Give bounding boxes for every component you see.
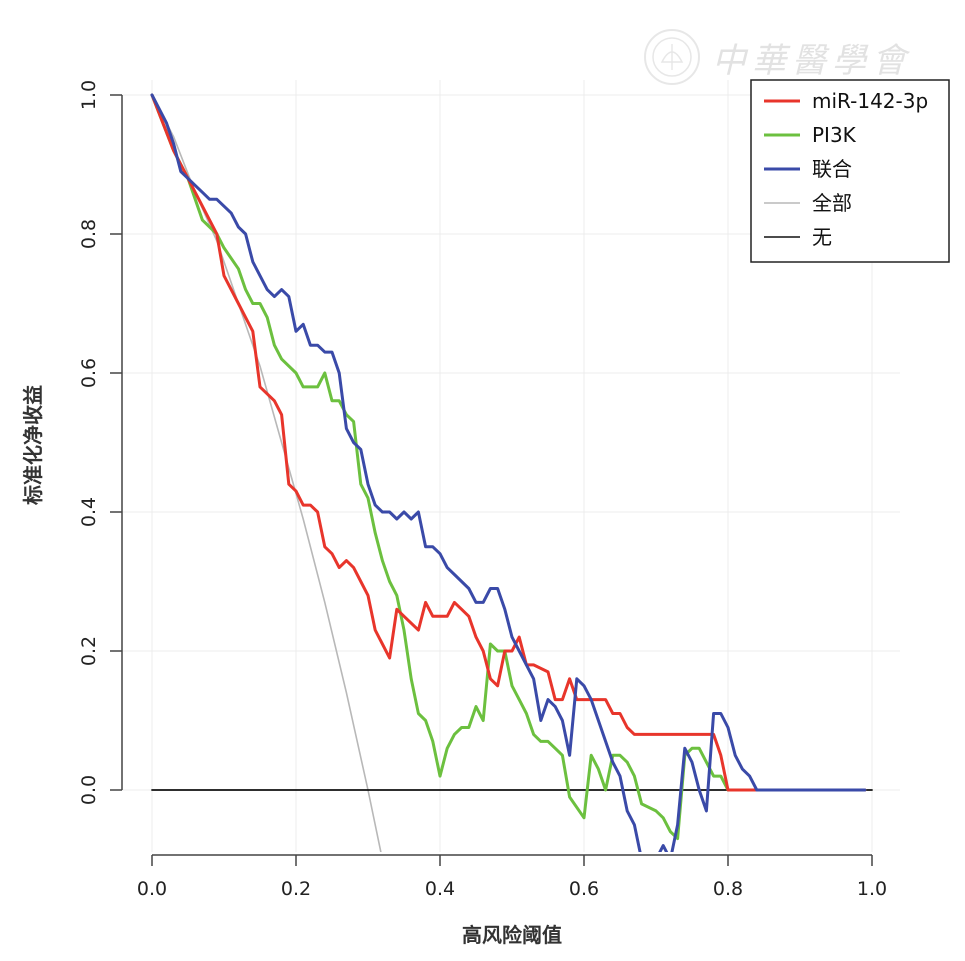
x-tick-label: 0.6 bbox=[569, 878, 599, 900]
watermark: 中華醫學會 bbox=[644, 29, 912, 85]
series-line-mir-142-3p bbox=[150, 93, 867, 792]
legend-label: 无 bbox=[812, 225, 832, 249]
y-tick-label: 0.2 bbox=[78, 636, 100, 666]
series-lines bbox=[150, 93, 867, 852]
x-tick-label: 0.0 bbox=[137, 878, 167, 900]
legend-label: 联合 bbox=[812, 157, 852, 181]
watermark-text: 中華醫學會 bbox=[712, 41, 912, 81]
x-tick-label: 0.2 bbox=[281, 878, 311, 900]
society-seal-icon bbox=[644, 29, 700, 85]
legend-label: 全部 bbox=[812, 191, 852, 215]
x-tick-label: 0.8 bbox=[713, 878, 743, 900]
y-tick-label: 1.0 bbox=[78, 80, 100, 110]
x-tick-label: 1.0 bbox=[857, 878, 887, 900]
y-tick-label: 0.0 bbox=[78, 775, 100, 805]
legend-box bbox=[750, 79, 950, 263]
y-tick-label: 0.4 bbox=[78, 497, 100, 527]
series-line-combined bbox=[150, 93, 867, 852]
legend-label: miR-142-3p bbox=[812, 89, 928, 113]
legend-label: PI3K bbox=[812, 123, 857, 147]
series-line-pi3k bbox=[150, 93, 867, 841]
x-axis-title: 高风险阈值 bbox=[462, 923, 562, 947]
series-line-all bbox=[151, 94, 382, 852]
x-axis: 0.0 0.2 0.4 0.6 0.8 1.0 bbox=[137, 854, 887, 900]
y-axis: 0.0 0.2 0.4 0.6 0.8 1.0 bbox=[78, 80, 123, 805]
x-tick-label: 0.4 bbox=[425, 878, 455, 900]
y-axis-title: 标准化净收益 bbox=[21, 385, 45, 505]
y-tick-label: 0.8 bbox=[78, 219, 100, 249]
y-tick-label: 0.6 bbox=[78, 358, 100, 388]
